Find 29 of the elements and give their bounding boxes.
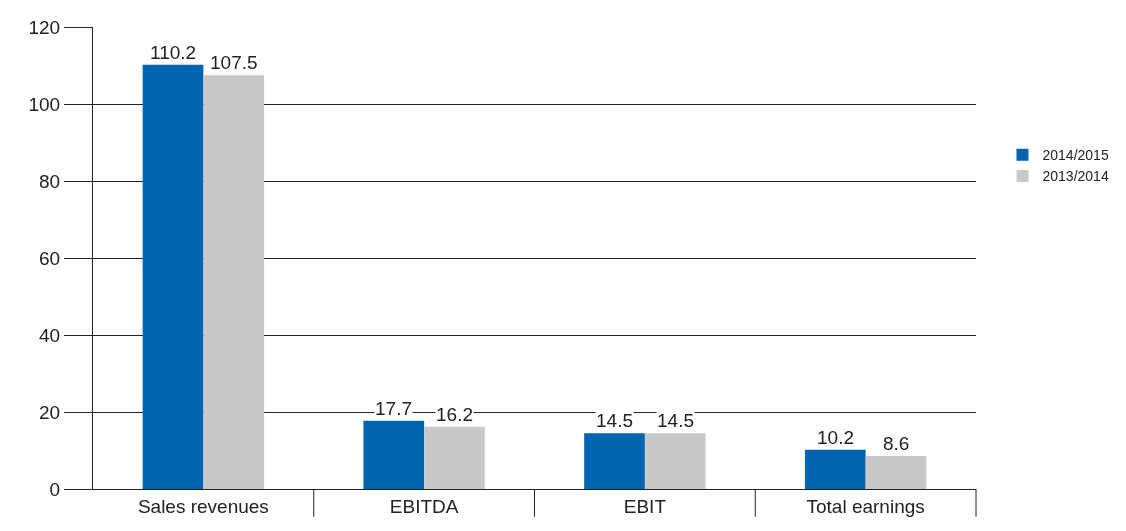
data-label: 107.5 bbox=[210, 52, 258, 73]
y-tick-label: 60 bbox=[39, 247, 61, 269]
y-tick-label: 0 bbox=[49, 478, 61, 500]
bar bbox=[804, 449, 866, 489]
legend-label: 2013/2014 bbox=[1042, 168, 1109, 185]
bar bbox=[203, 75, 265, 489]
data-label: 16.2 bbox=[436, 404, 473, 425]
data-label: 8.6 bbox=[883, 433, 910, 454]
data-label: 110.2 bbox=[150, 42, 197, 63]
y-tick-label: 120 bbox=[28, 16, 61, 38]
y-tick-label: 100 bbox=[28, 93, 61, 115]
x-tick-label: Total earnings bbox=[806, 495, 925, 517]
y-tick-label: 40 bbox=[39, 324, 61, 346]
x-tick-label: EBITDA bbox=[389, 495, 459, 517]
data-label: 17.7 bbox=[375, 398, 412, 419]
bar bbox=[142, 64, 204, 489]
y-tick-label: 80 bbox=[39, 170, 61, 192]
legend-label: 2014/2015 bbox=[1042, 147, 1109, 164]
data-label: 10.2 bbox=[817, 427, 854, 448]
bar bbox=[363, 420, 425, 489]
bar bbox=[584, 433, 645, 489]
data-label: 14.5 bbox=[657, 410, 694, 431]
x-tick-label: EBIT bbox=[623, 495, 667, 517]
bar bbox=[865, 455, 927, 489]
y-tick-label: 20 bbox=[39, 401, 61, 423]
x-tick-label: Sales revenues bbox=[137, 495, 269, 517]
data-label: 14.5 bbox=[596, 410, 633, 431]
bar bbox=[644, 433, 706, 489]
bar bbox=[424, 426, 485, 489]
